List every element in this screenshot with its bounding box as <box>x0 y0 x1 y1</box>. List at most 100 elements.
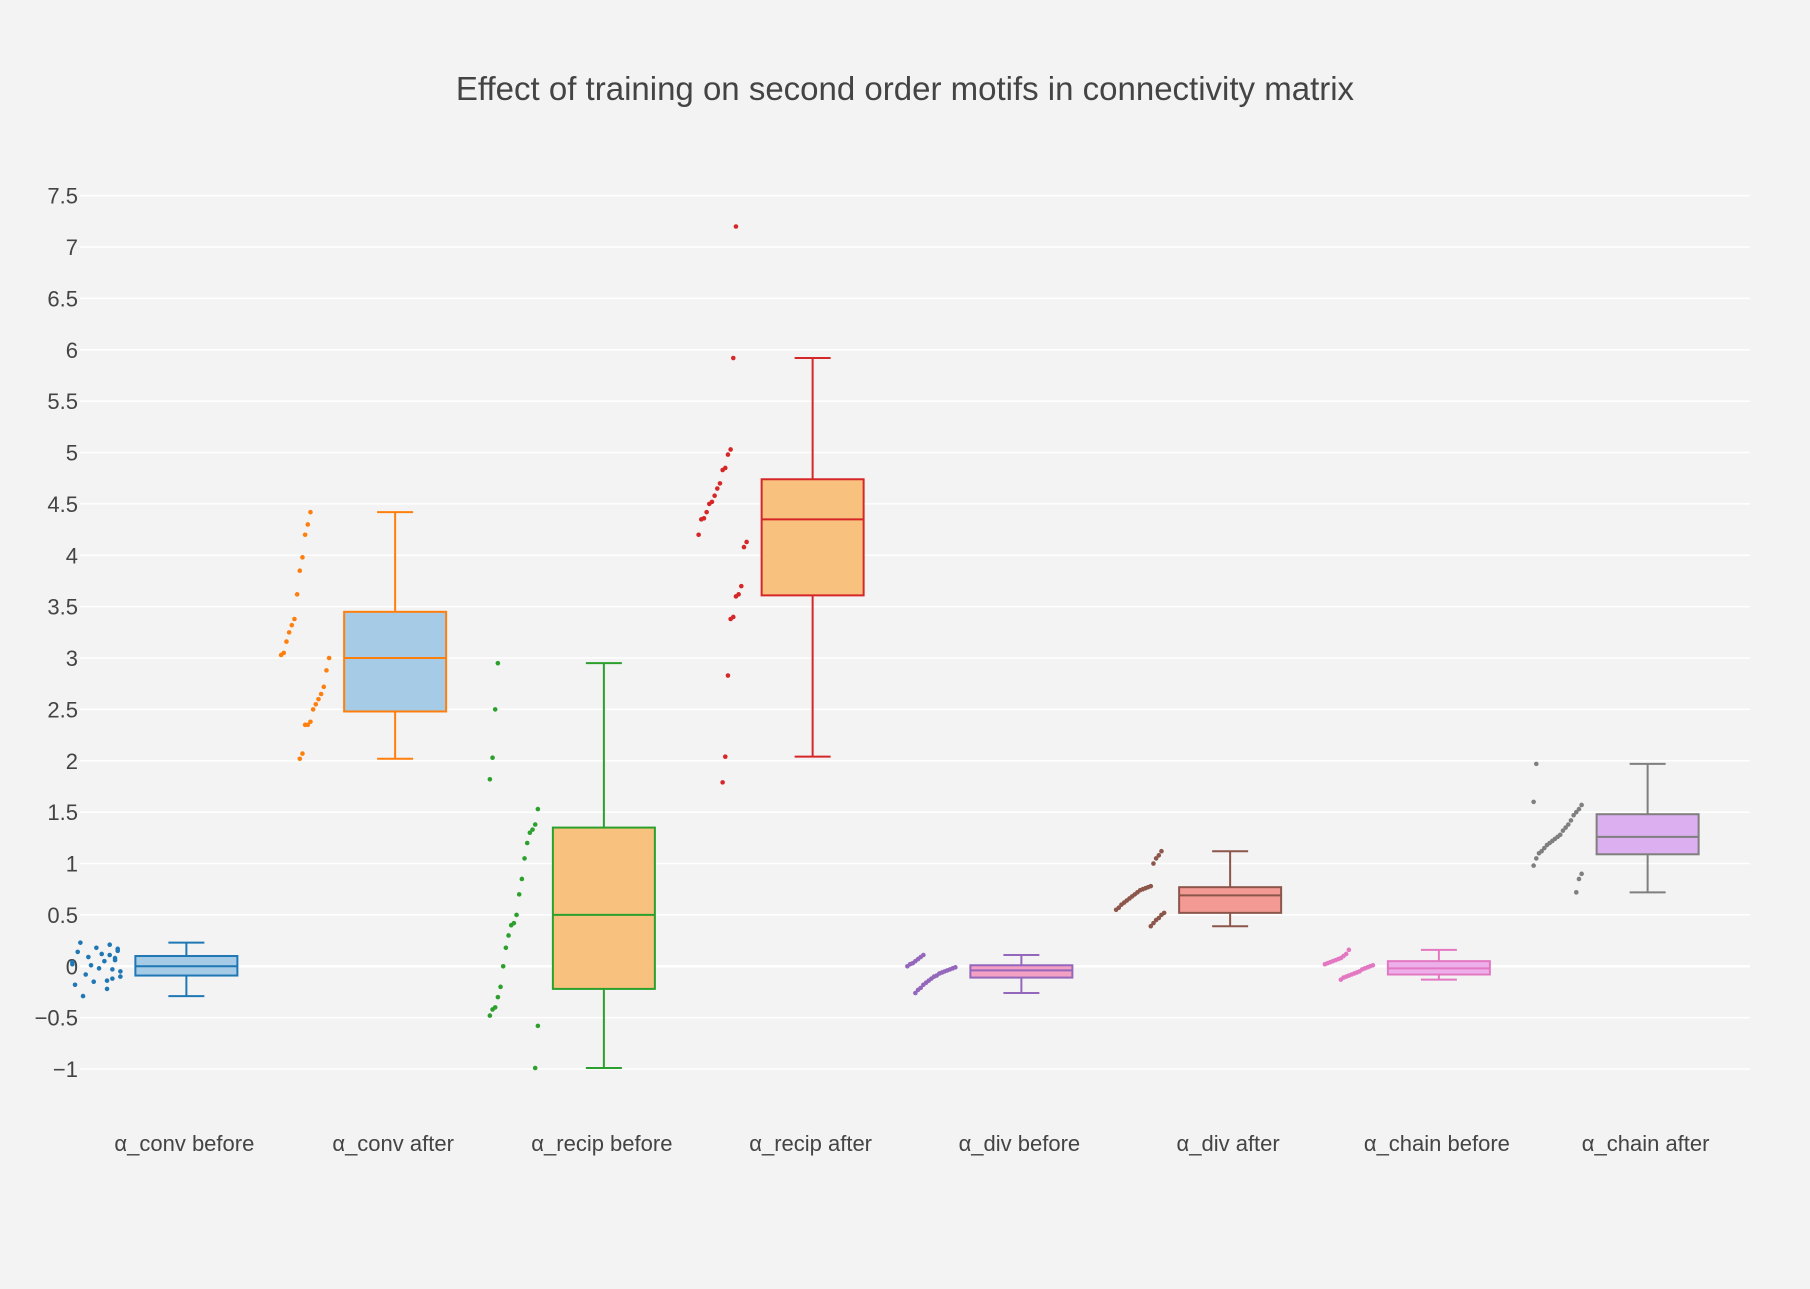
data-point <box>310 707 316 712</box>
data-point <box>1533 761 1539 767</box>
data-point <box>80 993 86 999</box>
data-point <box>1113 907 1119 913</box>
data-point <box>535 806 541 812</box>
data-point <box>83 972 89 977</box>
y-tick-label: 7 <box>66 235 78 260</box>
data-point <box>302 722 308 728</box>
data-point <box>1148 923 1154 929</box>
data-point <box>316 696 321 702</box>
data-point <box>104 986 110 992</box>
data-point <box>698 517 704 522</box>
x-tick-label: α_conv after <box>332 1131 454 1156</box>
data-point <box>70 959 75 965</box>
data-point <box>1159 912 1164 918</box>
data-point <box>722 754 728 759</box>
data-point <box>107 952 113 958</box>
y-tick-label: 1 <box>66 852 78 877</box>
y-tick-label: −0.5 <box>35 1006 78 1031</box>
data-point <box>318 691 324 697</box>
data-point <box>1573 890 1579 895</box>
box <box>551 826 656 990</box>
data-point <box>86 954 91 960</box>
data-point <box>530 827 535 832</box>
data-point <box>1568 818 1574 823</box>
data-point <box>308 509 313 515</box>
data-point <box>519 876 525 882</box>
data-point <box>107 942 113 948</box>
data-point <box>1576 876 1582 882</box>
y-tick-label: 3.5 <box>47 595 78 620</box>
box <box>1595 813 1700 856</box>
data-point <box>498 984 503 990</box>
data-point <box>527 830 533 836</box>
data-point <box>1338 977 1344 982</box>
data-point <box>118 969 123 974</box>
y-tick-label: 2 <box>66 749 78 774</box>
data-point <box>730 355 736 361</box>
data-point <box>1579 871 1584 877</box>
y-tick-label: 0 <box>66 954 78 979</box>
x-tick-label: α_recip before <box>531 1131 672 1156</box>
data-point <box>514 912 519 918</box>
data-point <box>706 501 712 507</box>
x-tick-label: α_recip after <box>749 1131 872 1156</box>
data-point <box>1153 917 1159 923</box>
data-point <box>1573 809 1579 815</box>
data-point <box>313 701 319 707</box>
x-axis: α_conv before α_conv after α_recip before α… <box>114 1131 1709 1156</box>
data-point <box>297 568 303 574</box>
data-point <box>302 532 308 538</box>
data-point <box>492 707 498 712</box>
data-point <box>696 532 701 538</box>
data-point <box>728 447 733 452</box>
data-point <box>1544 842 1550 848</box>
data-point <box>284 639 289 644</box>
data-point <box>487 776 493 782</box>
data-point <box>1322 961 1328 967</box>
data-point <box>1536 850 1542 856</box>
data-point <box>305 522 311 527</box>
data-point <box>297 756 303 762</box>
y-tick-label: 6.5 <box>47 286 78 311</box>
data-point <box>712 493 717 499</box>
data-point <box>104 978 110 983</box>
y-tick-label: 4.5 <box>47 492 78 517</box>
y-tick-label: 3 <box>66 646 78 671</box>
data-point <box>744 539 749 545</box>
data-point <box>516 892 522 897</box>
data-point <box>278 652 284 658</box>
data-point <box>738 583 744 589</box>
data-point <box>741 544 747 550</box>
y-axis: −1 −0.5 0 0.5 1 1.5 2 2.5 3 3.5 4 4.5 5 5.5 6 6.5 7 7.5 <box>35 184 78 1082</box>
data-point <box>524 840 530 846</box>
data-point <box>78 940 83 945</box>
data-point <box>91 979 97 985</box>
data-point <box>490 755 495 761</box>
data-point <box>1571 812 1576 818</box>
data-point <box>294 592 300 597</box>
data-point <box>913 990 918 996</box>
data-point <box>1151 861 1156 866</box>
data-point <box>714 486 720 491</box>
x-tick-label: α_chain after <box>1582 1131 1710 1156</box>
data-point <box>102 958 107 964</box>
data-point <box>725 673 731 678</box>
data-point <box>1346 947 1352 953</box>
box <box>1178 886 1283 914</box>
data-point <box>289 622 295 628</box>
data-point <box>292 616 297 622</box>
data-point <box>1531 863 1536 868</box>
data-point <box>1579 802 1584 808</box>
y-tick-label: 1.5 <box>47 800 78 825</box>
y-tick-label: 4 <box>66 543 78 568</box>
data-point <box>720 780 725 785</box>
data-point <box>725 452 731 457</box>
x-tick-label: α_div after <box>1177 1131 1280 1156</box>
y-tick-label: 5.5 <box>47 389 78 414</box>
data-point <box>733 594 739 599</box>
data-point <box>1531 799 1536 805</box>
data-point <box>905 963 910 969</box>
x-tick-label: α_conv before <box>114 1131 254 1156</box>
